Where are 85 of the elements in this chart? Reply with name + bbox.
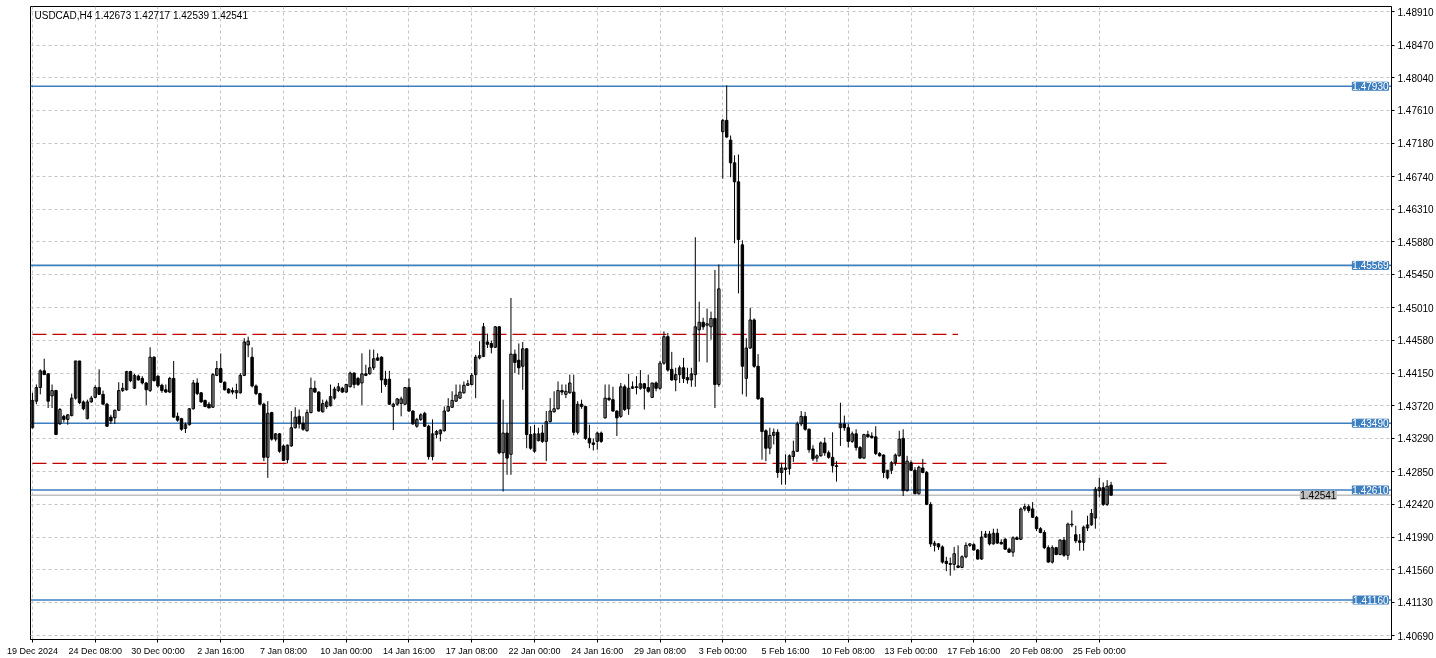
- candlestick: [874, 425, 878, 456]
- ref-line-label: 1.47930: [1352, 81, 1389, 93]
- y-tick-label: 1.41130: [1397, 597, 1434, 609]
- ref-line-label: 1.42610: [1352, 484, 1389, 496]
- y-tick-label: 1.41990: [1397, 532, 1435, 544]
- x-tick-label: 10 Jan 00:00: [320, 645, 373, 656]
- x-tick-label: 29 Jan 08:00: [633, 645, 687, 656]
- y-tick-label: 1.48040: [1397, 72, 1435, 84]
- candlestick: [705, 308, 709, 363]
- candlestick: [595, 431, 599, 451]
- candlestick: [638, 369, 643, 391]
- y-tick-label: 1.42420: [1397, 499, 1435, 511]
- candlestick: [603, 383, 607, 420]
- candlestick: [442, 405, 447, 433]
- candlestick: [673, 367, 678, 392]
- y-tick-label: 1.48470: [1397, 40, 1435, 52]
- candlestick: [834, 460, 839, 483]
- candlestick: [768, 427, 772, 455]
- x-tick-label: 10 Feb 08:00: [821, 645, 875, 656]
- x-tick-label: 24 Jan 16:00: [571, 645, 624, 656]
- candlestick: [544, 410, 548, 462]
- y-tick-label: 1.42850: [1397, 466, 1435, 478]
- candlestick: [458, 383, 462, 400]
- y-tick-label: 1.44580: [1397, 335, 1435, 347]
- y-tick-label: 1.41560: [1397, 564, 1435, 576]
- x-tick-label: 7 Jan 08:00: [259, 645, 308, 656]
- candlestick: [540, 424, 545, 444]
- candlestick: [1093, 486, 1098, 530]
- ref-line-label: 1.42541: [1300, 490, 1337, 502]
- x-tick-label: 30 Dec 00:00: [131, 645, 185, 656]
- candlestick: [1105, 479, 1109, 507]
- y-tick-label: 1.46740: [1397, 171, 1435, 183]
- candlestick: [509, 297, 513, 476]
- y-tick-label: 1.47180: [1397, 138, 1435, 150]
- candlestick: [917, 465, 921, 496]
- candlestick: [913, 466, 917, 495]
- candlestick: [693, 236, 698, 388]
- x-tick-label: 17 Jan 08:00: [445, 645, 498, 656]
- candlestick: [1011, 535, 1015, 558]
- candlestick: [462, 380, 466, 395]
- candlestick: [1101, 481, 1105, 507]
- y-tick-label: 1.44150: [1397, 368, 1435, 380]
- y-tick-label: 1.43720: [1397, 400, 1435, 412]
- x-tick-label: 20 Feb 08:00: [1010, 645, 1064, 656]
- y-tick-label: 1.45010: [1397, 302, 1435, 314]
- candlestick: [1019, 506, 1023, 541]
- candlestick: [787, 453, 792, 476]
- ref-line-label: 1.45569: [1352, 260, 1389, 272]
- candlestick: [371, 349, 376, 371]
- candlestick: [266, 400, 270, 479]
- x-tick-label: 25 Feb 00:00: [1072, 645, 1126, 656]
- candlestick: [862, 433, 866, 460]
- x-tick-label: 13 Feb 00:00: [884, 645, 938, 656]
- x-tick-label: 14 Jan 16:00: [382, 645, 436, 656]
- x-tick-label: 24 Dec 08:00: [68, 645, 122, 656]
- candlestick: [948, 557, 952, 577]
- x-tick-label: 19 Dec 2024: [6, 645, 58, 656]
- y-tick-label: 1.47610: [1397, 105, 1435, 117]
- candlestick: [1050, 544, 1054, 565]
- ref-line-label: 1.41160: [1353, 595, 1389, 607]
- candlestick: [360, 352, 364, 406]
- candlestick: [783, 453, 788, 486]
- candlestick: [368, 349, 372, 376]
- candlestick: [823, 437, 827, 457]
- y-tick-label: 1.46310: [1397, 204, 1435, 216]
- x-tick-label: 2 Jan 16:00: [197, 645, 245, 656]
- ref-line-label: 1.43490: [1352, 418, 1389, 430]
- chart-title: USDCAD,H4 1.42673 1.42717 1.42539 1.42541: [34, 9, 249, 21]
- x-tick-label: 17 Feb 16:00: [947, 645, 1001, 656]
- candlestick: [297, 409, 301, 429]
- candlestick: [556, 380, 560, 411]
- y-tick-label: 1.45450: [1397, 269, 1435, 281]
- candlestick: [956, 544, 960, 569]
- candlestick: [619, 382, 623, 419]
- x-tick-label: 5 Feb 16:00: [761, 645, 810, 656]
- y-tick-label: 1.40690: [1397, 630, 1435, 642]
- candlestick: [85, 399, 90, 420]
- x-tick-label: 3 Feb 00:00: [698, 645, 747, 656]
- y-tick-label: 1.43290: [1397, 433, 1435, 445]
- x-tick-label: 22 Jan 00:00: [508, 645, 561, 656]
- y-tick-label: 1.45880: [1397, 236, 1435, 248]
- candlestick: [626, 373, 631, 416]
- y-tick-label: 1.48910: [1397, 6, 1435, 18]
- candlestick: [317, 390, 321, 413]
- candlestick: [721, 118, 725, 180]
